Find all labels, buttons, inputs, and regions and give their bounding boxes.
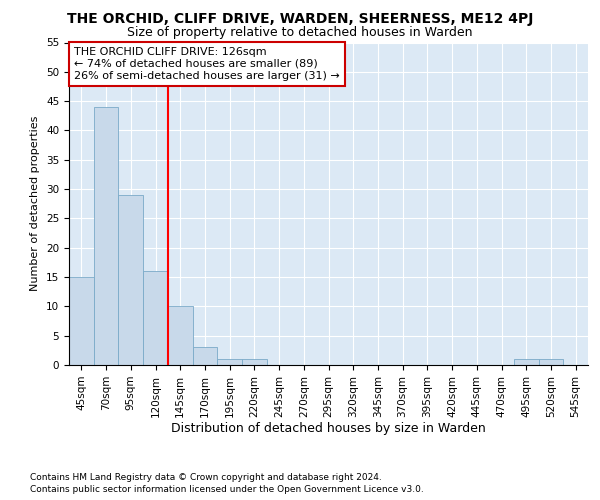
Bar [193,348,217,365]
Text: THE ORCHID, CLIFF DRIVE, WARDEN, SHEERNESS, ME12 4PJ: THE ORCHID, CLIFF DRIVE, WARDEN, SHEERNE… [67,12,533,26]
Bar [539,359,563,365]
Bar [69,277,94,365]
Text: Contains public sector information licensed under the Open Government Licence v3: Contains public sector information licen… [30,485,424,494]
Text: Size of property relative to detached houses in Warden: Size of property relative to detached ho… [127,26,473,39]
Bar [168,306,193,365]
Bar [514,359,539,365]
Bar [242,359,267,365]
Text: Contains HM Land Registry data © Crown copyright and database right 2024.: Contains HM Land Registry data © Crown c… [30,472,382,482]
Bar [118,195,143,365]
Text: THE ORCHID CLIFF DRIVE: 126sqm
← 74% of detached houses are smaller (89)
26% of : THE ORCHID CLIFF DRIVE: 126sqm ← 74% of … [74,48,340,80]
Bar [94,107,118,365]
X-axis label: Distribution of detached houses by size in Warden: Distribution of detached houses by size … [171,422,486,436]
Bar [217,359,242,365]
Y-axis label: Number of detached properties: Number of detached properties [31,116,40,292]
Bar [143,271,168,365]
